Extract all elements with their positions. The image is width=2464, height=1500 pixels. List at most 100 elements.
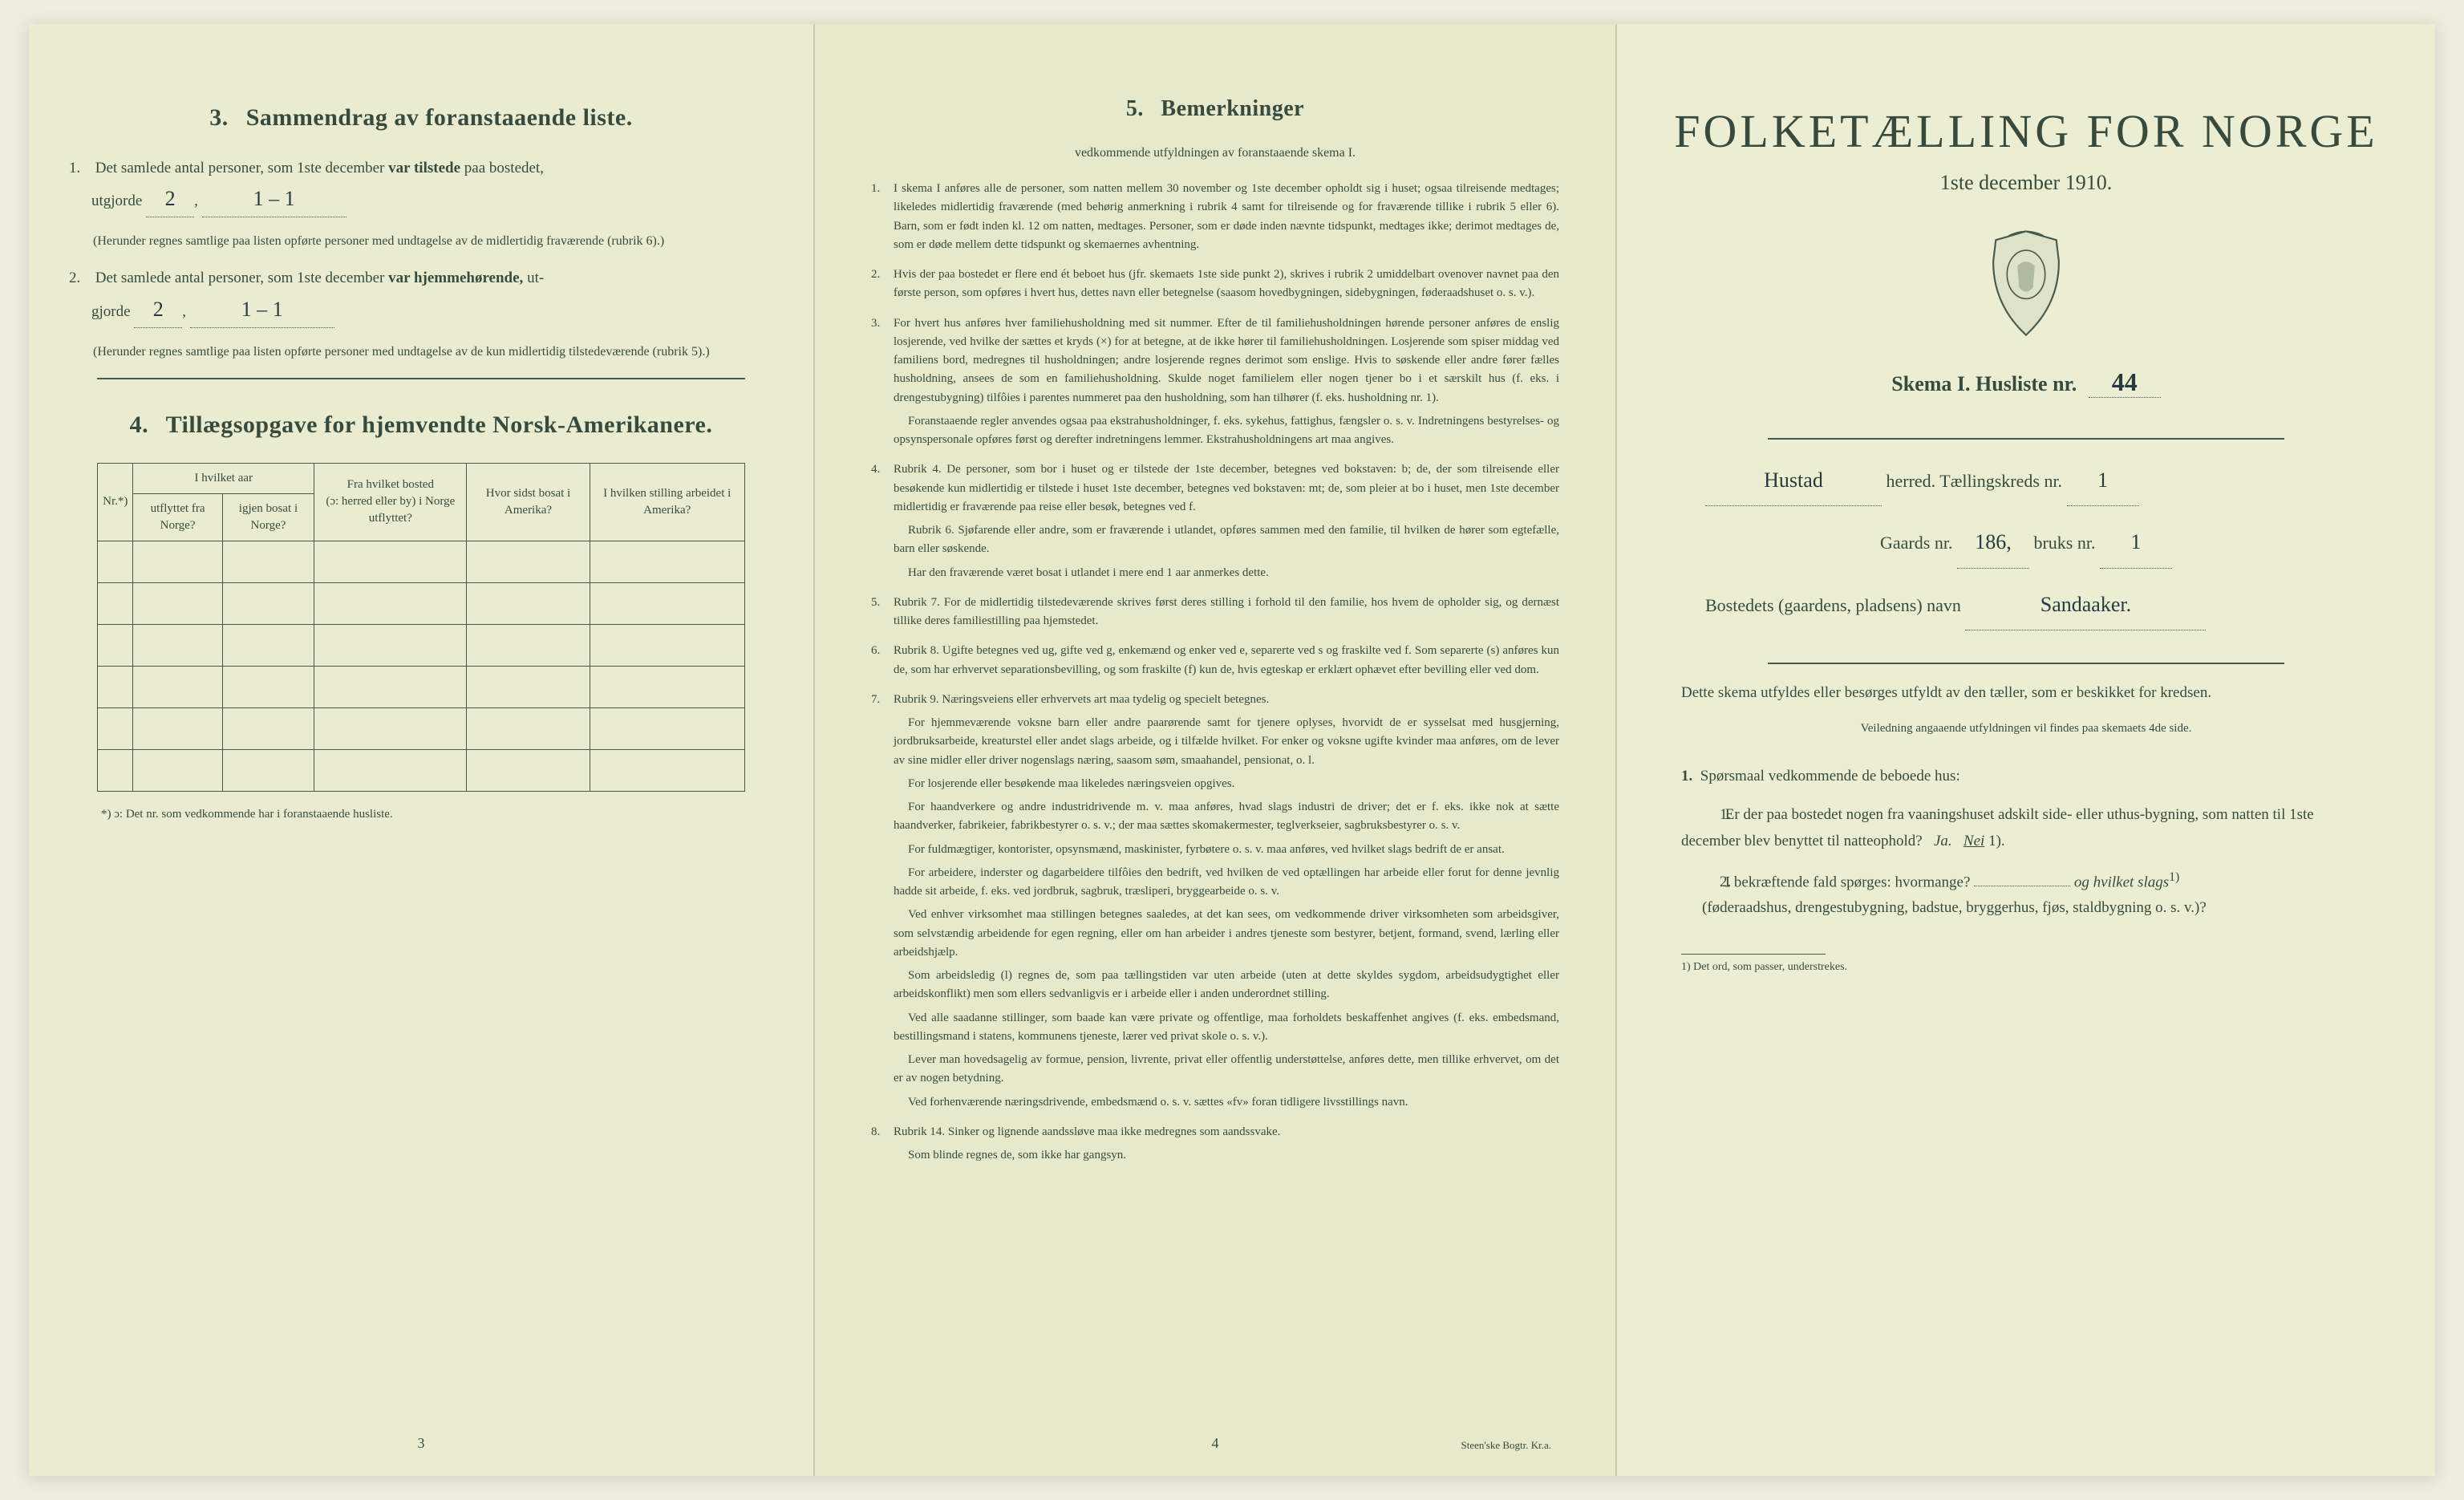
remark-7i-text: Lever man hovedsagelig av formue, pensio…	[894, 1051, 1559, 1089]
th-bosted-b: (ɔ: herred eller by) i Norge utflyttet?	[326, 495, 455, 525]
table-row	[98, 749, 745, 791]
table-body	[98, 541, 745, 791]
th-bosted: Fra hvilket bosted (ɔ: herred eller by) …	[314, 463, 467, 541]
th-bosted-a: Fra hvilket bosted	[347, 478, 434, 491]
item-1-bold: var tilstede	[388, 160, 460, 176]
gaards-label: Gaards nr.	[1880, 533, 1952, 553]
remark-7a-text: For hjemmeværende voksne barn eller andr…	[894, 714, 1559, 770]
th-stilling: I hvilken stilling arbeidet i Amerika?	[590, 463, 744, 541]
item-2-text-a: Det samlede antal personer, som 1ste dec…	[95, 270, 385, 286]
sup-2: 1)	[2169, 870, 2179, 884]
remark-8b-text: Som blinde regnes de, som ikke har gangs…	[894, 1146, 1559, 1165]
question-2-text-a: I bekræftende fald spørges: hvormange?	[1725, 874, 1971, 890]
questions-heading: 1. Spørsmaal vedkommende de beboede hus:	[1681, 764, 2371, 789]
table-head: Nr.*) I hvilket aar Fra hvilket bosted (…	[98, 463, 745, 541]
summary-item-1: 1. Det samlede antal personer, som 1ste …	[69, 156, 773, 217]
coat-of-arms-icon	[1657, 227, 2395, 343]
remark-5-text: Rubrik 7. For de midlertidig tilstedevær…	[894, 596, 1559, 627]
remark-3: 3.For hvert hus anføres hver familiehush…	[871, 314, 1559, 450]
remark-7d-text: For fuldmægtiger, kontorister, opsynsmæn…	[894, 841, 1559, 859]
answer-nei: Nei	[1964, 833, 1984, 849]
value-2a: 2	[134, 292, 182, 328]
th-utflyttet: utflyttet fra Norge?	[133, 493, 222, 541]
item-1-text-c: paa bostedet,	[464, 160, 544, 176]
divider	[1768, 438, 2284, 440]
question-2-text-c: (føderaadshus, drengestubygning, badstue…	[1702, 899, 2207, 916]
item-number: 1.	[69, 156, 91, 181]
divider	[1768, 663, 2284, 664]
emigrant-table: Nr.*) I hvilket aar Fra hvilket bosted (…	[97, 463, 745, 792]
th-nr: Nr.*)	[98, 463, 133, 541]
gaards-line: Gaards nr. 186, bruks nr. 1	[1705, 517, 2347, 568]
table-row	[98, 624, 745, 666]
paren-1: (Herunder regnes samtlige paa listen opf…	[93, 232, 773, 251]
item-2-bold: var hjemmehørende,	[388, 270, 523, 286]
th-sidste: Hvor sidst bosat i Amerika?	[467, 463, 590, 541]
section-4-title: Tillægsopgave for hjemvendte Norsk-Ameri…	[166, 411, 713, 438]
section-number: 4.	[130, 411, 149, 438]
table-row	[98, 541, 745, 582]
questions-heading-text: Spørsmaal vedkommende de beboede hus:	[1700, 768, 1960, 784]
section-5-title: Bemerkninger	[1161, 96, 1304, 121]
section-5-sub: vedkommende utfyldningen av foranstaaend…	[855, 146, 1575, 160]
remark-3-text: For hvert hus anføres hver familiehushol…	[894, 317, 1559, 404]
page-cover: FOLKETÆLLING FOR NORGE 1ste december 191…	[1617, 24, 2435, 1476]
question-1: 1. Er der paa bostedet nogen fra vaaning…	[1681, 802, 2371, 854]
header-fields: Hustad herred. Tællingskreds nr. 1 Gaard…	[1705, 456, 2347, 630]
page-number: 4	[1212, 1435, 1219, 1452]
bosted-label: Bostedets (gaardens, pladsens) navn	[1705, 595, 1961, 615]
gaards-nr: 186,	[1957, 517, 2029, 568]
bruks-label: bruks nr.	[2033, 533, 2095, 553]
skema-label: Skema I. Husliste nr.	[1891, 372, 2077, 395]
value-1b: 1 – 1	[202, 181, 346, 217]
remark-7f-text: Ved enhver virksomhet maa stillingen bet…	[894, 906, 1559, 962]
printer-mark: Steen'ske Bogtr. Kr.a.	[1461, 1439, 1551, 1452]
instruction-small: Veiledning angaaende utfyldningen vil fi…	[1681, 719, 2371, 740]
remark-7c-text: For haandverkere og andre industridriven…	[894, 798, 1559, 836]
remark-8: 8.Rubrik 14. Sinker og lignende aandsslø…	[871, 1123, 1559, 1166]
page-4: 5. Bemerkninger vedkommende utfyldningen…	[815, 24, 1617, 1476]
herred-value: Hustad	[1705, 456, 1882, 506]
section-number: 3.	[209, 104, 229, 131]
masthead-date: 1ste december 1910.	[1657, 171, 2395, 195]
paren-2: (Herunder regnes samtlige paa listen opf…	[93, 343, 773, 362]
remark-1: 1.I skema I anføres alle de personer, so…	[871, 180, 1559, 254]
footnote-4: *) ɔ: Det nr. som vedkommende har i fora…	[101, 808, 773, 821]
remark-2-text: Hvis der paa bostedet er flere end ét be…	[894, 268, 1559, 299]
remark-4: 4.Rubrik 4. De personer, som bor i huset…	[871, 460, 1559, 582]
question-2-text-b: og hvilket slags	[2074, 874, 2169, 890]
answer-ja: Ja.	[1934, 833, 1952, 849]
herred-line: Hustad herred. Tællingskreds nr. 1	[1705, 456, 2347, 506]
bosted-line: Bostedets (gaardens, pladsens) navn Sand…	[1705, 580, 2347, 630]
section-number: 5.	[1126, 96, 1144, 121]
remark-7-text: Rubrik 9. Næringsveiens eller erhvervets…	[894, 693, 1269, 706]
th-aar: I hvilket aar	[133, 463, 314, 493]
document-spread: 3. Sammendrag av foranstaaende liste. 1.…	[29, 24, 2435, 1476]
section-5-heading: 5. Bemerkninger	[855, 96, 1575, 122]
instruction-para: Dette skema utfyldes eller besørges utfy…	[1681, 680, 2371, 706]
section-3-title: Sammendrag av foranstaaende liste.	[246, 104, 633, 131]
table-row	[98, 666, 745, 707]
remark-6-text: Rubrik 8. Ugifte betegnes ved ug, gifte …	[894, 644, 1559, 675]
remark-6: 6.Rubrik 8. Ugifte betegnes ved ug, gift…	[871, 642, 1559, 679]
herred-label: herred. Tællingskreds nr.	[1886, 471, 2063, 491]
remark-4c-text: Har den fraværende været bosat i utlande…	[894, 564, 1559, 582]
skema-line: Skema I. Husliste nr. 44	[1657, 367, 2395, 398]
sup-1: 1).	[1988, 833, 2005, 849]
bruks-nr: 1	[2100, 517, 2172, 568]
husliste-nr: 44	[2089, 367, 2161, 398]
remark-2: 2.Hvis der paa bostedet er flere end ét …	[871, 266, 1559, 303]
footnote-cover: 1) Det ord, som passer, understrekes.	[1681, 954, 2371, 974]
section-3-heading: 3. Sammendrag av foranstaaende liste.	[69, 104, 773, 132]
value-1a: 2	[146, 181, 194, 217]
bosted-value: Sandaaker.	[1965, 580, 2206, 630]
page-number: 3	[418, 1435, 425, 1452]
table-row	[98, 582, 745, 624]
th-igjen: igjen bosat i Norge?	[222, 493, 314, 541]
gjorde-label: gjorde	[91, 303, 131, 320]
remarks-list: 1.I skema I anføres alle de personer, so…	[855, 180, 1575, 1165]
remark-7h-text: Ved alle saadanne stillinger, som baade …	[894, 1009, 1559, 1047]
remark-8-text: Rubrik 14. Sinker og lignende aandssløve…	[894, 1125, 1280, 1138]
item-number: 2.	[69, 266, 91, 291]
divider	[97, 378, 745, 379]
